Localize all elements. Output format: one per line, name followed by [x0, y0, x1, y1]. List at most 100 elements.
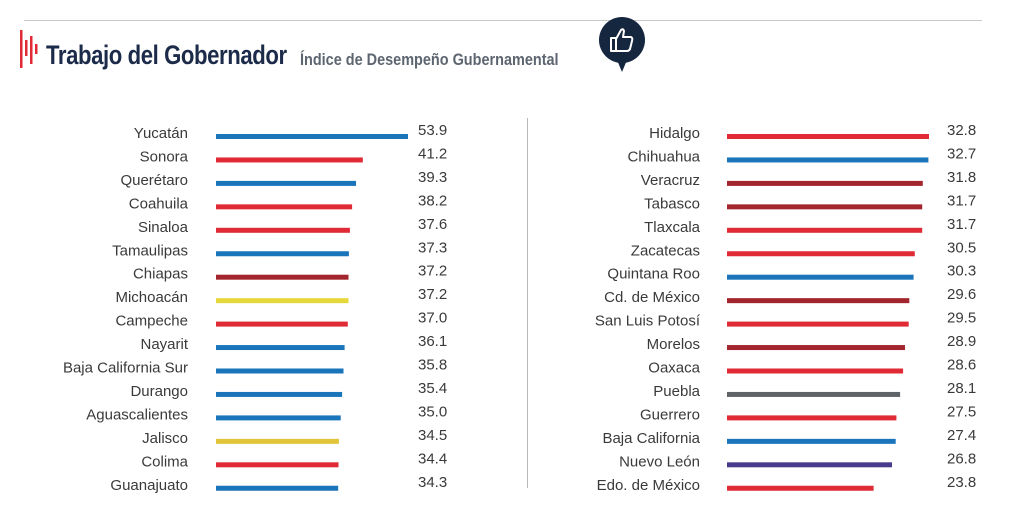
value-label: 37.2	[418, 263, 447, 280]
category-label: Querétaro	[120, 172, 188, 189]
category-label: Nayarit	[140, 336, 188, 353]
bar	[727, 321, 909, 327]
category-label: Michoacán	[115, 289, 188, 306]
header: Trabajo del Gobernador Índice de Desempe…	[18, 17, 1008, 78]
value-label: 27.4	[947, 427, 976, 444]
value-label: 35.4	[418, 380, 447, 397]
value-label: 34.4	[418, 450, 447, 467]
category-label: Guanajuato	[110, 477, 188, 494]
bar	[216, 274, 349, 280]
bar	[727, 274, 914, 280]
category-label: Aguascalientes	[86, 406, 188, 423]
value-label: 35.8	[418, 357, 447, 374]
value-label: 37.2	[418, 286, 447, 303]
column-divider	[527, 118, 528, 488]
value-label: 32.8	[947, 122, 976, 139]
category-label: Tabasco	[644, 195, 700, 212]
bar	[216, 368, 344, 374]
value-label: 39.3	[418, 169, 447, 186]
bar	[727, 251, 915, 257]
value-label: 31.8	[947, 169, 976, 186]
value-label: 53.9	[418, 122, 447, 139]
bar	[216, 485, 339, 491]
value-label: 30.5	[947, 239, 976, 256]
value-label: 28.9	[947, 333, 976, 350]
value-label: 26.8	[947, 450, 976, 467]
bar	[727, 157, 929, 163]
category-label: Zacatecas	[631, 242, 700, 259]
category-label: Morelos	[647, 336, 700, 353]
bar	[727, 345, 905, 351]
value-label: 37.0	[418, 310, 447, 327]
value-label: 34.5	[418, 427, 447, 444]
value-label: 23.8	[947, 474, 976, 491]
bar	[216, 251, 349, 257]
bar	[727, 298, 910, 304]
value-label: 29.5	[947, 310, 976, 327]
value-label: 38.2	[418, 192, 447, 209]
value-label: 27.5	[947, 403, 976, 420]
value-label: 37.6	[418, 216, 447, 233]
bar	[216, 180, 356, 186]
value-label: 32.7	[947, 145, 976, 162]
bar	[727, 438, 896, 444]
category-label: Campeche	[115, 313, 188, 330]
top-rule	[24, 20, 982, 21]
bar	[727, 368, 904, 374]
category-label: Guerrero	[640, 406, 700, 423]
category-label: Nuevo León	[619, 453, 700, 470]
bar	[216, 345, 345, 351]
bar	[727, 134, 929, 139]
bar	[216, 415, 341, 421]
value-label: 34.3	[418, 474, 447, 491]
category-label: Yucatán	[134, 125, 188, 142]
bar	[727, 180, 923, 186]
bar	[216, 134, 408, 139]
category-label: Coahuila	[129, 195, 189, 212]
category-label: Baja California Sur	[63, 360, 188, 377]
category-label: Chiapas	[133, 266, 188, 283]
bar	[727, 462, 892, 468]
bar-pulse-logo-icon	[20, 30, 38, 68]
bar	[216, 462, 339, 468]
category-label: Tamaulipas	[112, 242, 188, 259]
value-label: 28.6	[947, 357, 976, 374]
bar	[216, 157, 363, 163]
value-label: 41.2	[418, 145, 447, 162]
value-label: 28.1	[947, 380, 976, 397]
bar	[727, 227, 923, 233]
value-label: 31.7	[947, 216, 976, 233]
value-label: 30.3	[947, 263, 976, 280]
category-label: San Luis Potosí	[595, 313, 701, 330]
value-label: 35.0	[418, 403, 447, 420]
category-label: Cd. de México	[604, 289, 700, 306]
value-label: 37.3	[418, 239, 447, 256]
category-label: Durango	[130, 383, 188, 400]
bar	[216, 298, 349, 304]
value-label: 29.6	[947, 286, 976, 303]
bar	[727, 391, 901, 397]
bar	[727, 485, 874, 491]
category-label: Sonora	[140, 148, 189, 165]
bar	[216, 204, 353, 210]
category-label: Oaxaca	[648, 360, 700, 377]
bar	[216, 321, 348, 327]
bar	[727, 415, 897, 421]
thumbs-up-icon	[599, 17, 645, 72]
category-label: Quintana Roo	[607, 266, 700, 283]
category-label: Baja California	[602, 430, 700, 447]
value-label: 36.1	[418, 333, 447, 350]
brand-title: Trabajo del Gobernador	[46, 40, 287, 70]
category-label: Edo. de México	[597, 477, 700, 494]
bar	[216, 227, 350, 233]
category-label: Tlaxcala	[644, 219, 701, 236]
category-label: Puebla	[653, 383, 700, 400]
category-label: Colima	[141, 453, 188, 470]
category-label: Hidalgo	[649, 125, 700, 142]
category-label: Chihuahua	[627, 148, 700, 165]
category-label: Jalisco	[142, 430, 188, 447]
bar	[216, 391, 343, 397]
bar	[727, 204, 923, 210]
category-label: Sinaloa	[138, 219, 189, 236]
